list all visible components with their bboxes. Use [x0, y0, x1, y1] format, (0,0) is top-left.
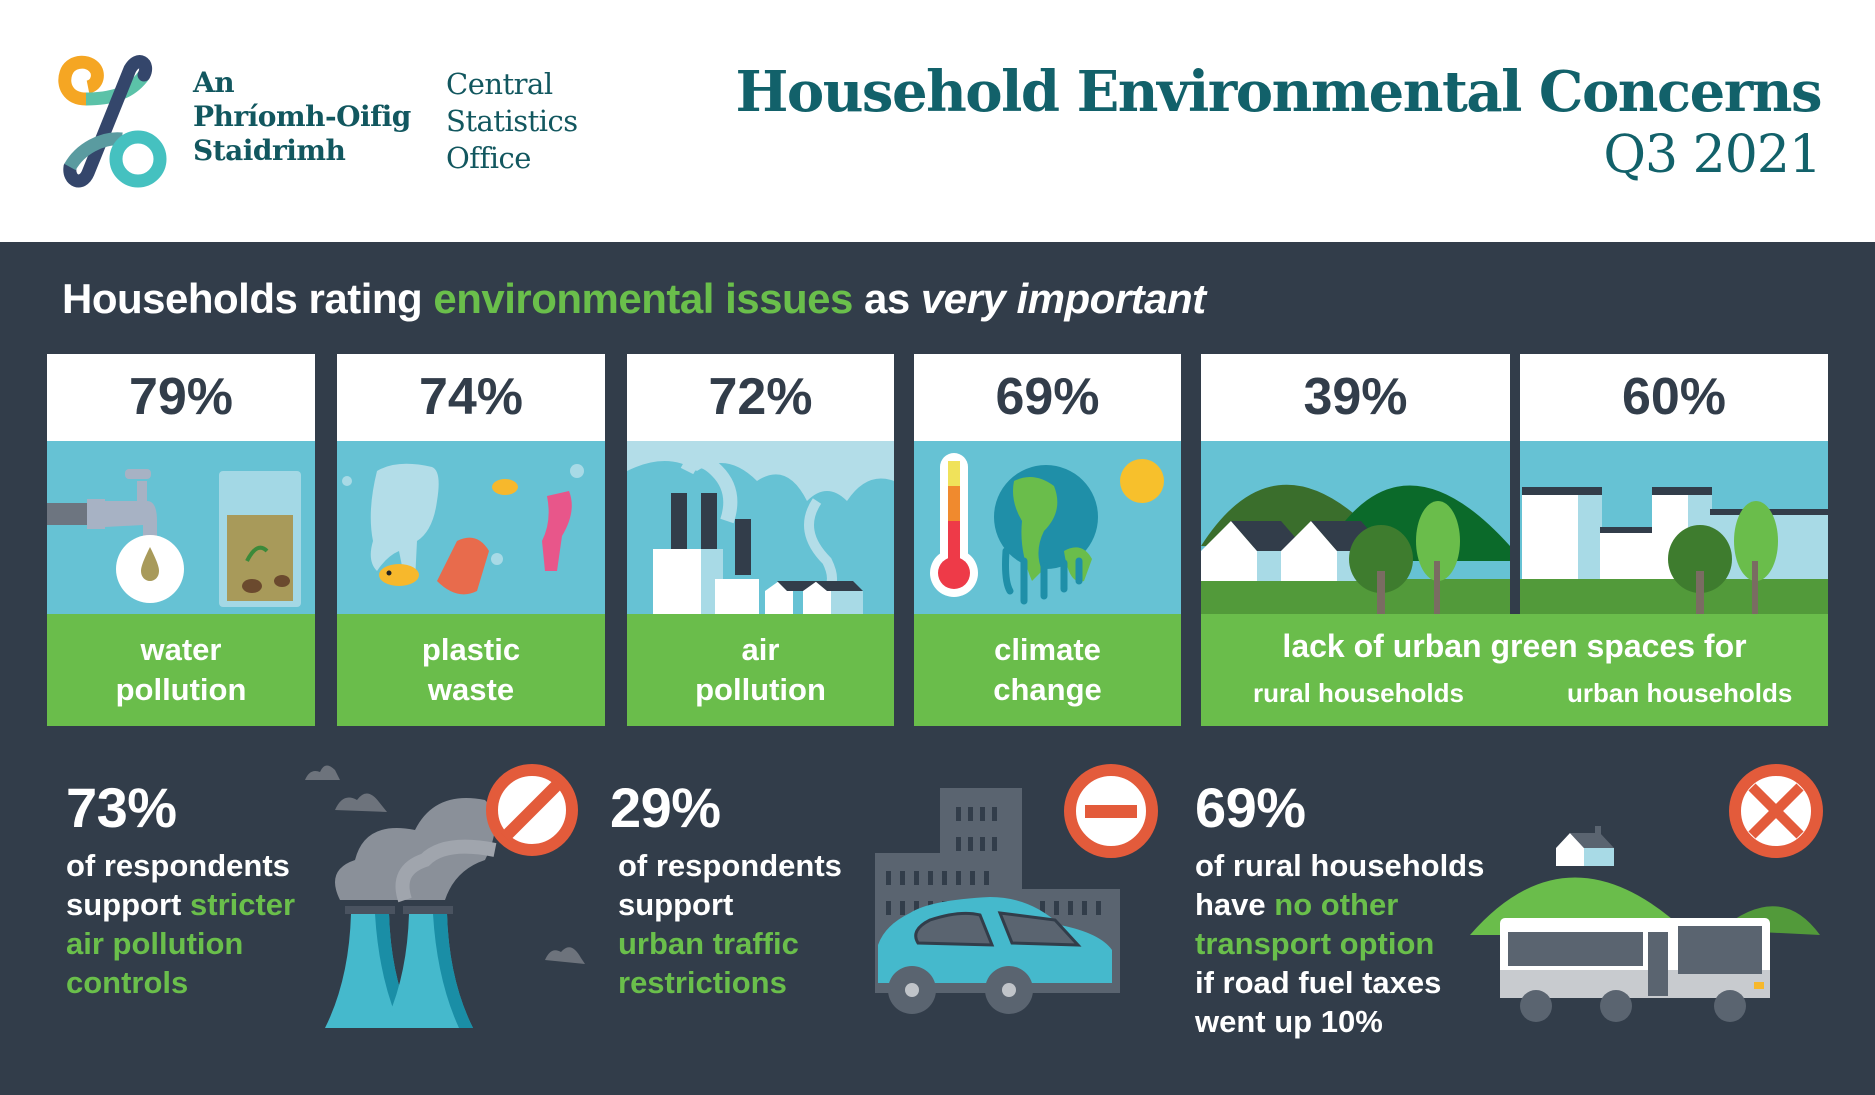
card-plastic-waste: 74% plastic waste [337, 354, 605, 726]
city-car-icon [870, 785, 1140, 1035]
stat-highlight: air pollution [66, 926, 244, 961]
factory-smoke-icon [627, 441, 894, 614]
heading-text: as [852, 275, 921, 322]
urban-households-label: urban households [1567, 678, 1793, 708]
card-label: water pollution [47, 614, 315, 726]
cooling-towers-icon [295, 760, 595, 1040]
green-spaces-label: lack of urban green spaces for [1282, 628, 1747, 664]
card-value: 39% [1201, 354, 1510, 441]
page-subtitle: Q3 2021 [1603, 125, 1822, 185]
card-label-line: water [140, 632, 222, 667]
logo-english-text: Central Statistics Office [446, 66, 578, 177]
card-label-line: climate [994, 632, 1101, 667]
rural-bus-icon [1470, 800, 1820, 1040]
stat-text: support stricter [66, 887, 296, 922]
card-value: 72% [627, 354, 894, 441]
logo-irish-line: Phríomh-Oifig [193, 100, 411, 133]
card-green-spaces-urban: 60% [1520, 354, 1828, 614]
logo-english-line: Statistics [446, 104, 578, 138]
stat-air-pollution-controls: 73% of respondents support stricter air … [66, 778, 295, 1002]
logo-english-line: Central [446, 67, 553, 101]
stat-highlight: transport option [1195, 926, 1435, 961]
stat-urban-traffic-restrictions: 29% of respondents support urban traffic… [610, 778, 842, 1002]
card-label: plastic waste [337, 614, 605, 726]
rural-houses-hills-icon [1201, 441, 1510, 614]
stat-text: went up 10% [1195, 1004, 1383, 1039]
stat-text: support [618, 887, 734, 922]
logo-english-line: Office [446, 141, 531, 175]
melting-earth-thermometer-icon [914, 441, 1181, 614]
section-heading: Households rating environmental issues a… [62, 275, 1206, 323]
logo-irish-text: An Phríomh-Oifig Staidrimh [193, 66, 411, 168]
card-water-pollution: 79% water pollution [47, 354, 315, 726]
card-value: 69% [914, 354, 1181, 441]
stat-value: 29% [610, 776, 721, 839]
stat-highlight: urban traffic [618, 926, 799, 961]
stat-value: 69% [1195, 776, 1306, 839]
card-label: climate change [914, 614, 1181, 726]
card-value: 74% [337, 354, 605, 441]
card-label-line: pollution [115, 672, 247, 707]
page-title: Household Environmental Concerns [735, 59, 1822, 125]
card-air-pollution: 72% air pollution [627, 354, 894, 726]
card-label-line: change [993, 672, 1102, 707]
urban-buildings-trees-icon [1520, 441, 1828, 614]
stat-text: of rural households [1195, 848, 1485, 883]
rural-households-label: rural households [1253, 678, 1464, 708]
no-entry-minus-icon [1063, 763, 1159, 859]
card-label-line: air [741, 632, 780, 667]
stat-text: of respondents [618, 848, 842, 883]
heading-highlight: environmental issues [433, 275, 853, 322]
no-entry-slash-icon [485, 763, 579, 857]
stat-text: of respondents [66, 848, 290, 883]
card-label: air pollution [627, 614, 894, 726]
stat-text: have no other [1195, 887, 1399, 922]
stat-value: 73% [66, 776, 177, 839]
card-green-spaces-rural: 39% [1201, 354, 1510, 614]
card-label-line: plastic [421, 632, 521, 667]
cso-logo-icon [58, 55, 170, 190]
green-spaces-label-panel: lack of urban green spaces for rural hou… [1201, 614, 1828, 726]
tap-and-dirty-water-icon [47, 441, 315, 614]
card-value: 60% [1520, 354, 1828, 441]
card-label-line: waste [427, 672, 515, 707]
stat-highlight: controls [66, 965, 189, 1000]
heading-italic: very important [920, 275, 1206, 322]
card-value: 79% [47, 354, 315, 441]
header: An Phríomh-Oifig Staidrimh Central Stati… [0, 0, 1875, 242]
logo-irish-line: An [193, 66, 235, 99]
stat-highlight: restrictions [618, 965, 787, 1000]
no-entry-x-icon [1728, 763, 1824, 859]
card-label-line: pollution [695, 672, 826, 707]
stat-text: if road fuel taxes [1195, 965, 1442, 1000]
plastic-in-ocean-icon [337, 441, 605, 614]
stat-rural-transport: 69% of rural households have no other tr… [1195, 778, 1484, 1041]
card-climate-change: 69% climate change [914, 354, 1181, 726]
logo-irish-line: Staidrimh [193, 134, 346, 167]
heading-text: Households rating [62, 275, 434, 322]
